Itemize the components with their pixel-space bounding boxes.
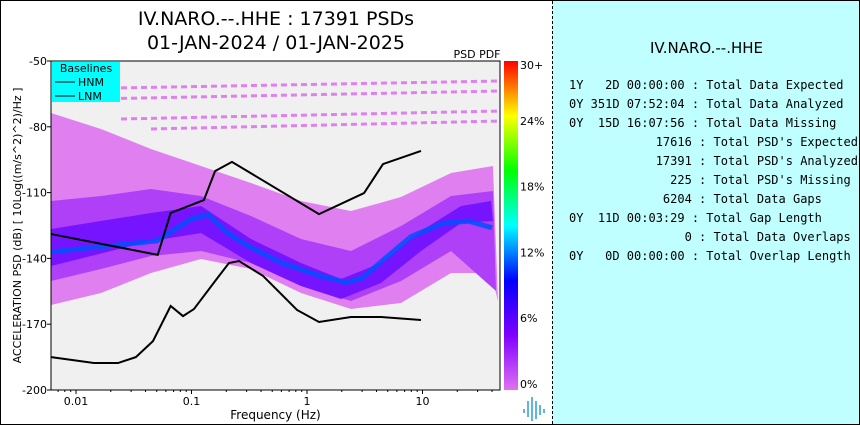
colorbar-tick-label: 12% [520, 246, 544, 259]
y-axis-label: ACCELERATION PSD (dB) [ 10Log((m/s^2)^2)… [11, 88, 24, 364]
stats-row: 225 : Total PSD's Missing [569, 173, 851, 187]
density-scatter [90, 89, 500, 101]
chart-title: IV.NARO.--.HHE : 17391 PSDs [137, 8, 415, 30]
stats-row: 17391 : Total PSD's Analyzed [569, 154, 858, 168]
colorbar-tick-label: 18% [520, 181, 544, 194]
chart-date-range: 01-JAN-2024 / 01-JAN-2025 [146, 32, 406, 54]
y-tick-label: -140 [22, 252, 47, 265]
lnm-line [51, 259, 422, 365]
colorbar-tick-label: 6% [520, 312, 537, 325]
y-tick-label: -170 [22, 318, 47, 331]
colorbar-tick-label: 24% [520, 115, 544, 128]
stats-panel: IV.NARO.--.HHE 1Y 2D 00:00:00 : Total Da… [552, 1, 859, 424]
plot-svg: PSD PDF -50 -80 -110 -140 -170 -200 0.01 0.1 1 10… [11, 48, 545, 422]
legend-entry-hnm: HNM [78, 76, 104, 89]
logo-icon [523, 397, 545, 421]
y-tick-label: -80 [29, 121, 47, 134]
x-tick-label: 0.01 [64, 395, 89, 408]
mode-line [51, 211, 493, 286]
stats-row: 0Y 11D 00:03:29 : Total Gap Length [569, 211, 822, 225]
stats-row: 17616 : Total PSD's Expected [569, 135, 858, 149]
stats-row: 1Y 2D 00:00:00 : Total Data Expected [569, 78, 844, 92]
stats-row: 0Y 351D 07:52:04 : Total Data Analyzed [569, 97, 844, 111]
stats-row: 0Y 15D 16:07:56 : Total Data Missing [569, 116, 837, 130]
density-scatter [120, 109, 500, 121]
stats-row: 0Y 0D 00:00:00 : Total Overlap Length [569, 249, 851, 263]
x-axis-label: Frequency (Hz) [230, 408, 321, 422]
x-tick-label: 0.1 [183, 395, 201, 408]
psd-pdf-label: PSD PDF [453, 48, 500, 61]
y-tick-label: -110 [22, 187, 47, 200]
colorbar [504, 61, 518, 390]
plot-frame [50, 60, 501, 391]
hnm-line [51, 149, 422, 257]
density-layer [51, 79, 500, 365]
legend-title: Baselines [60, 62, 113, 75]
stats-row: 6204 : Total Data Gaps [569, 192, 822, 206]
stats-list: 1Y 2D 00:00:00 : Total Data Expected 0Y 3… [569, 76, 858, 266]
legend-entry-lnm: LNM [78, 90, 102, 103]
y-tick-label: -50 [29, 55, 47, 68]
colorbar-tick-label: 0% [520, 378, 537, 391]
stats-title: IV.NARO.--.HHE [649, 39, 764, 57]
x-tick-label: 1 [304, 395, 311, 408]
y-tick-label: -200 [22, 384, 47, 397]
density-scatter [60, 79, 500, 91]
density-scatter [150, 119, 500, 131]
colorbar-tick-label: 30+ [520, 59, 543, 72]
x-tick-label: 10 [416, 395, 430, 408]
density-core [51, 201, 493, 299]
stats-row: 0 : Total Data Overlaps [569, 230, 851, 244]
